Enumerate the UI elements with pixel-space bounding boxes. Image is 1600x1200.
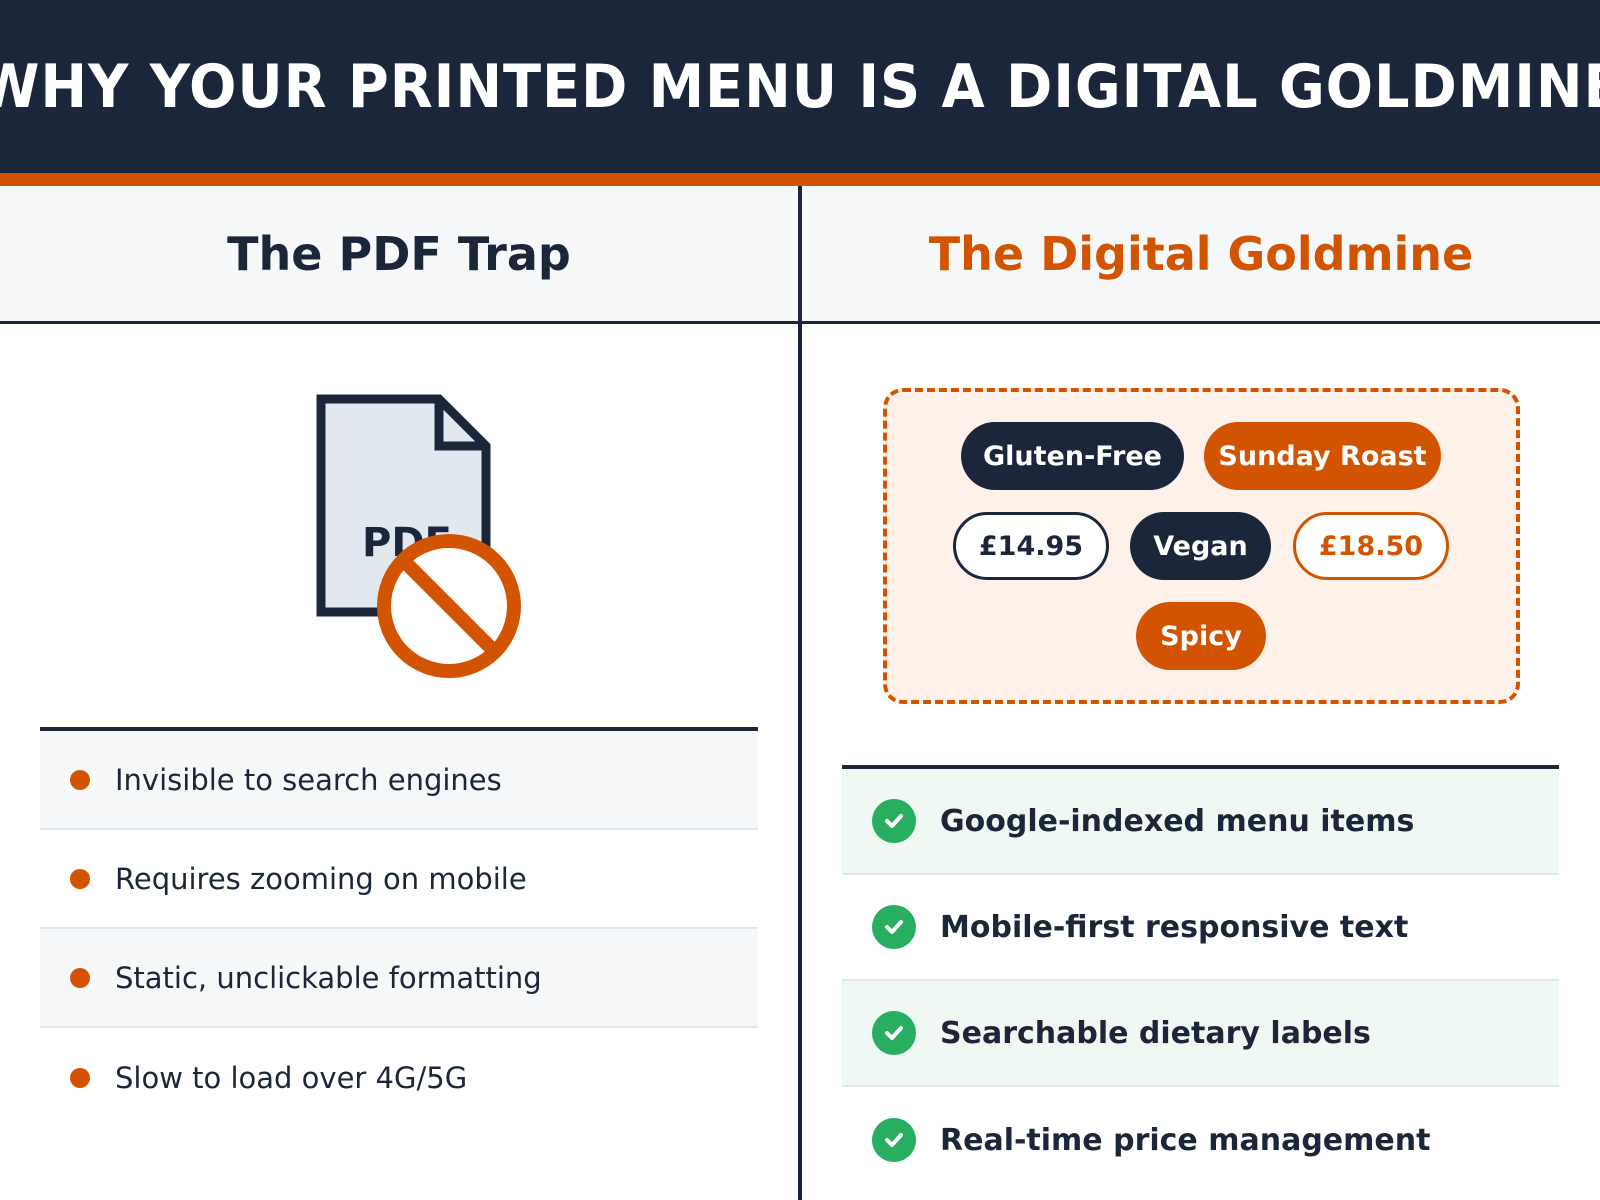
pdf-file-forbidden-icon: PDF	[316, 394, 521, 678]
tag-gluten-free: Gluten-Free	[961, 422, 1184, 490]
list-item: Mobile-first responsive text	[842, 875, 1559, 981]
digital-benefits-list: Google-indexed menu items Mobile-first r…	[842, 765, 1559, 1193]
item-text: Google-indexed menu items	[940, 803, 1415, 839]
list-item: Searchable dietary labels	[842, 981, 1559, 1087]
bullet-icon	[70, 1067, 90, 1088]
list-item: Google-indexed menu items	[842, 769, 1559, 875]
item-text: Real-time price management	[940, 1122, 1431, 1158]
check-circle-icon	[872, 1011, 916, 1055]
tag-price-1850: £18.50	[1293, 512, 1449, 580]
item-text: Requires zooming on mobile	[115, 861, 527, 896]
check-circle-icon	[872, 1118, 916, 1162]
check-circle-icon	[872, 905, 916, 949]
page-title: WHY YOUR PRINTED MENU IS A DIGITAL GOLDM…	[0, 51, 1600, 122]
right-heading: The Digital Goldmine	[802, 186, 1600, 324]
bullet-icon	[70, 769, 90, 790]
item-text: Mobile-first responsive text	[940, 909, 1409, 945]
tag-price-1495: £14.95	[953, 512, 1109, 580]
tag-spicy: Spicy	[1136, 602, 1266, 670]
list-item: Invisible to search engines	[40, 731, 758, 830]
tag-vegan: Vegan	[1130, 512, 1271, 580]
list-item: Real-time price management	[842, 1087, 1559, 1193]
check-circle-icon	[872, 799, 916, 843]
bullet-icon	[70, 868, 90, 889]
item-text: Invisible to search engines	[115, 762, 502, 797]
column-divider	[798, 186, 802, 1200]
list-item: Static, unclickable formatting	[40, 929, 758, 1028]
item-text: Static, unclickable formatting	[115, 960, 542, 995]
item-text: Searchable dietary labels	[940, 1015, 1371, 1051]
list-item: Requires zooming on mobile	[40, 830, 758, 929]
item-text: Slow to load over 4G/5G	[115, 1060, 468, 1095]
header: WHY YOUR PRINTED MENU IS A DIGITAL GOLDM…	[0, 0, 1600, 173]
bullet-icon	[70, 967, 90, 988]
list-item: Slow to load over 4G/5G	[40, 1028, 758, 1127]
pdf-drawbacks-list: Invisible to search engines Requires zoo…	[40, 727, 758, 1127]
accent-bar	[0, 173, 1600, 186]
tag-sunday-roast: Sunday Roast	[1204, 422, 1441, 490]
left-heading: The PDF Trap	[0, 186, 798, 324]
